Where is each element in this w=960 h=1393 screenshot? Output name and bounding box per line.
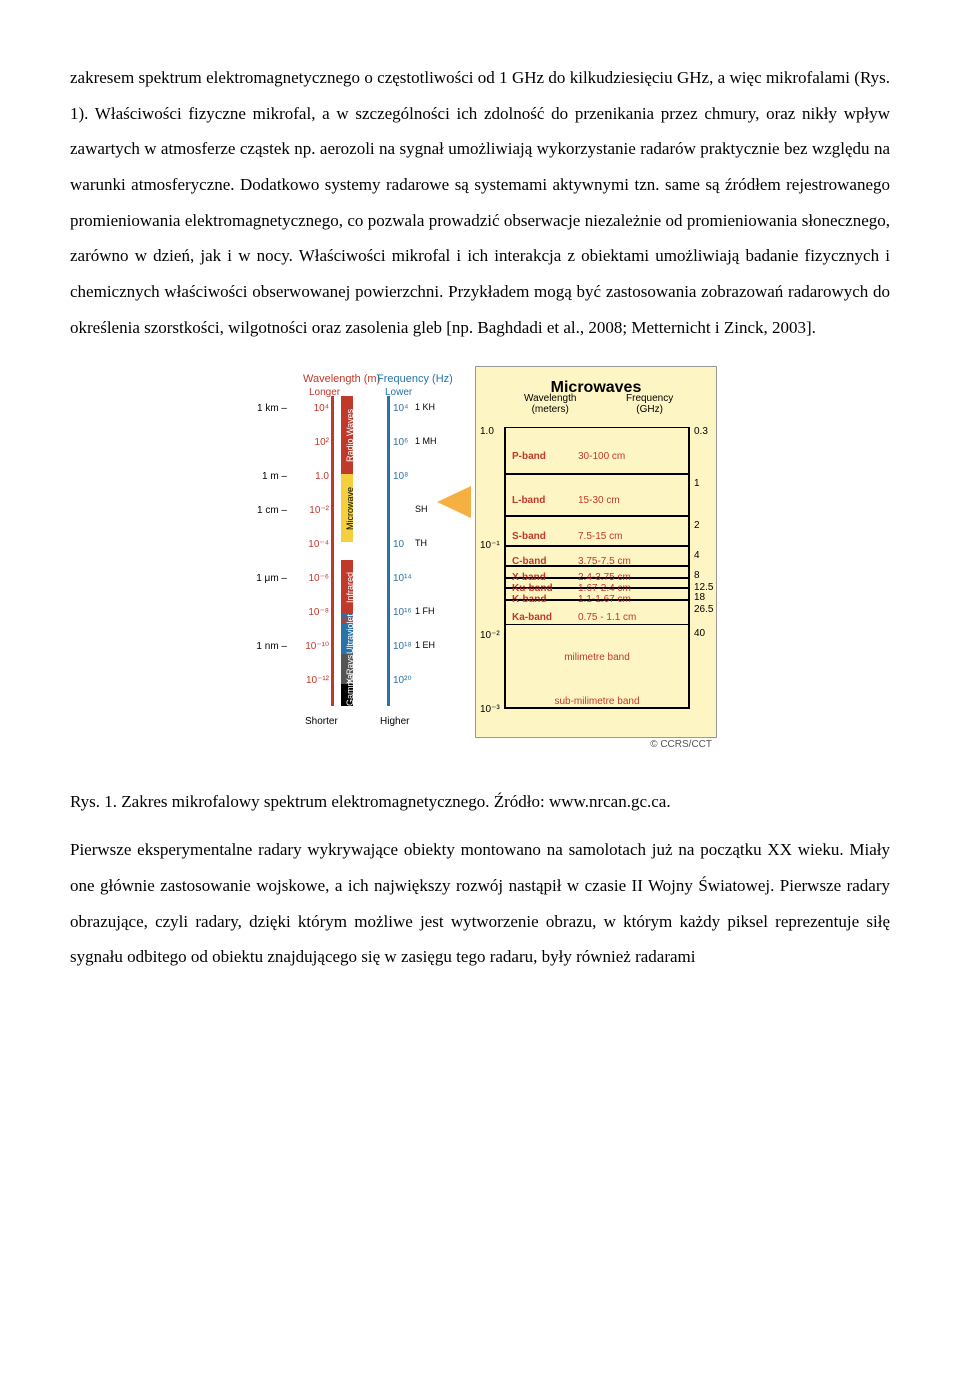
microwave-panel: Microwaves Wavelength (meters) Frequency… — [475, 366, 717, 738]
wavelength-tick: 10⁻⁶ — [301, 568, 329, 589]
band-ultraviolet: Ultraviolet — [341, 624, 353, 654]
microwave-right-tick: 4 — [694, 545, 700, 566]
microwave-header-wavelength: Wavelength (meters) — [524, 393, 576, 415]
submillimetre-band-label: sub-milimetre band — [506, 691, 688, 712]
paragraph-2: Pierwsze eksperymentalne radary wykrywaj… — [70, 832, 890, 975]
band-name: Ka-band — [512, 607, 552, 628]
figure-caption: Rys. 1. Zakres mikrofalowy spektrum elek… — [70, 788, 890, 815]
band-range: 15-30 cm — [578, 490, 620, 511]
band-range: 7.5-15 cm — [578, 526, 622, 547]
band-range: 0.75 - 1.1 cm — [578, 607, 636, 628]
spectrum-left-panel: Wavelength (m) Longer Frequency (Hz) Low… — [245, 366, 475, 746]
microwave-header-frequency: Frequency (GHz) — [626, 393, 673, 415]
microwave-right-tick: 40 — [694, 623, 705, 644]
microwave-right-tick: 1 — [694, 473, 700, 494]
wavelength-tick: 10⁻⁸ — [301, 602, 329, 623]
microwave-left-tick: 10⁻³ — [480, 699, 500, 720]
band-range: 30-100 cm — [578, 446, 625, 467]
frequency-axis — [387, 396, 390, 706]
figure-container: Wavelength (m) Longer Frequency (Hz) Low… — [70, 366, 890, 759]
frequency-tick: 10¹⁴ — [393, 568, 412, 589]
frequency-tick: 10⁴ — [393, 398, 408, 419]
spectrum-diagram: Wavelength (m) Longer Frequency (Hz) Low… — [245, 366, 715, 746]
wavelength-axis — [331, 396, 334, 706]
microwave-band-row: S-band 7.5-15 cm — [506, 515, 688, 547]
microwave-axis-right — [688, 427, 690, 707]
frequency-higher: Higher — [380, 711, 409, 732]
wavelength-tick: 10² — [301, 432, 329, 453]
microwave-left-tick: 10⁻² — [480, 625, 500, 646]
frequency-tick: 10 — [393, 534, 404, 555]
frequency-tick: 10²⁰ — [393, 670, 411, 691]
microwave-left-tick: 10⁻¹ — [480, 535, 500, 556]
frequency-tick: 10¹⁸ — [393, 636, 412, 657]
band-name: P-band — [512, 446, 546, 467]
paragraph-1: zakresem spektrum elektromagnetycznego o… — [70, 60, 890, 346]
band-name: S-band — [512, 526, 546, 547]
band-gamma: Gamma Rays — [341, 684, 353, 706]
millimetre-band-label: milimetre band — [506, 647, 688, 668]
microwave-title: Microwaves — [476, 371, 716, 405]
frequency-hz-tick: 1 MH — [415, 432, 437, 451]
wavelength-shorter: Shorter — [305, 711, 338, 732]
arrow-icon — [437, 486, 471, 518]
microwave-left-tick: 1.0 — [480, 421, 494, 442]
band-microwave: Microwave — [341, 474, 353, 542]
frequency-hz-tick: SH — [415, 500, 428, 519]
microwave-band-row: Ka-band 0.75 - 1.1 cm — [506, 599, 688, 625]
frequency-hz-tick: 1 KH — [415, 398, 435, 417]
wavelength-tick: 10⁻¹² — [301, 670, 329, 691]
wavelength-tick: 1.0 — [301, 466, 329, 487]
wavelength-tick: 10⁻⁴ — [301, 534, 329, 555]
frequency-hz-tick: TH — [415, 534, 427, 553]
unit-tick: 1 m – — [249, 466, 287, 487]
microwave-right-tick: 2 — [694, 515, 700, 536]
credit-text: © CCRS/CCT — [650, 734, 712, 755]
band-infrared: Infrared — [341, 560, 353, 614]
wavelength-tick: 10⁻¹⁰ — [301, 636, 329, 657]
microwave-band-row: P-band 30-100 cm — [506, 427, 688, 475]
frequency-tick: 10¹⁶ — [393, 602, 412, 623]
frequency-tick: 10⁶ — [393, 432, 408, 453]
frequency-tick: 10⁸ — [393, 466, 408, 487]
unit-tick: 1 nm – — [249, 636, 287, 657]
wavelength-tick: 10⁻² — [301, 500, 329, 521]
frequency-hz-tick: 1 EH — [415, 636, 435, 655]
wavelength-tick: 10⁴ — [301, 398, 329, 419]
band-radio: Radio Waves — [341, 396, 353, 474]
unit-tick: 1 cm – — [249, 500, 287, 521]
microwave-right-tick: 26.5 — [694, 599, 713, 620]
microwave-right-tick: 0.3 — [694, 421, 708, 442]
unit-tick: 1 μm – — [249, 568, 287, 589]
microwave-band-row: L-band 15-30 cm — [506, 473, 688, 517]
frequency-hz-tick: 1 FH — [415, 602, 435, 621]
unit-tick: 1 km – — [249, 398, 287, 419]
microwave-band-row: C-band3.75-7.5 cm — [506, 545, 688, 567]
band-name: L-band — [512, 490, 545, 511]
